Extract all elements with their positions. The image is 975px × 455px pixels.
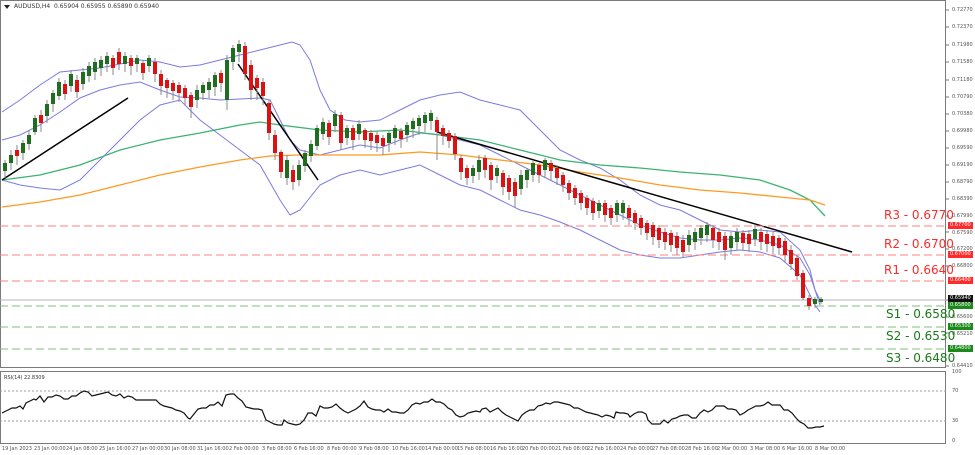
time-label: 8 Feb 00:00 — [327, 446, 357, 452]
price-label: 0.64410 — [952, 363, 973, 369]
bollinger-bands — [1, 41, 821, 313]
price-label: 0.72370 — [952, 24, 973, 30]
time-label: 8 Mar 00:00 — [815, 446, 846, 452]
time-label: 3 Feb 08:00 — [262, 446, 292, 452]
rsi-levels — [0, 390, 946, 422]
time-label: 20 Feb 00:00 — [522, 446, 555, 452]
price-label: 0.69980 — [952, 128, 973, 134]
r2-price-tag: 0.67000 — [948, 251, 973, 258]
s1-label: S1 - 0.6580 — [886, 307, 956, 321]
s2-label: S2 - 0.6530 — [886, 329, 956, 343]
rsi-pane[interactable] — [0, 371, 946, 444]
price-label: 0.67590 — [952, 230, 973, 236]
time-label: 9 Feb 08:00 — [359, 446, 389, 452]
price-label: 0.69590 — [952, 145, 973, 151]
time-label: 6 Mar 16:00 — [782, 446, 813, 452]
price-label: 0.68790 — [952, 179, 973, 185]
time-label: 21 Feb 08:00 — [555, 446, 588, 452]
price-label: 0.67200 — [952, 246, 973, 252]
price-label: 0.72770 — [952, 7, 973, 13]
r2-label: R2 - 0.6700 — [884, 237, 954, 251]
time-label: 31 Jan 16:00 — [197, 446, 229, 452]
time-label: 6 Feb 16:00 — [294, 446, 324, 452]
price-label: 0.65210 — [952, 331, 973, 337]
dropdown-triangle-icon[interactable] — [4, 4, 10, 9]
trendlines — [1, 63, 853, 253]
time-label: 2 Mar 00:00 — [717, 446, 748, 452]
price-label: 0.70380 — [952, 111, 973, 117]
time-label: 2 Feb 00:00 — [229, 446, 259, 452]
time-label: 16 Feb 16:00 — [490, 446, 523, 452]
chart-title: AUDUSD,H4 0.65904 0.65955 0.65890 0.6594… — [4, 3, 159, 10]
time-label: 10 Feb 16:00 — [392, 446, 425, 452]
time-label: 19 Jan 2023 — [2, 446, 32, 452]
time-label: 3 Mar 08:00 — [750, 446, 781, 452]
r1-label: R1 - 0.6640 — [884, 263, 954, 277]
time-label: 27 Jan 00:00 — [132, 446, 164, 452]
price-label: 0.69190 — [952, 162, 973, 168]
s3-label: S3 - 0.6480 — [886, 351, 956, 365]
candles — [3, 40, 823, 310]
time-label: 27 Feb 08:00 — [652, 446, 685, 452]
r3-price-tag: 0.67700 — [948, 222, 973, 229]
price-label: 0.68390 — [952, 196, 973, 202]
time-label: 25 Jan 16:00 — [99, 446, 131, 452]
ohlc-values: 0.65904 0.65955 0.65890 0.65940 — [54, 3, 159, 10]
time-label: 24 Feb 00:00 — [620, 446, 653, 452]
level-lines — [0, 225, 946, 350]
s2-price-tag: 0.65300 — [948, 323, 973, 330]
rsi-line — [1, 390, 825, 429]
price-label: 0.66800 — [952, 263, 973, 269]
rsi-indicator-label: RSI(14) 22.8309 — [4, 375, 45, 381]
moving-average-orange — [1, 151, 826, 208]
price-label: 0.71980 — [952, 42, 973, 48]
price-label: 0.71580 — [952, 59, 973, 65]
rsi-axis-label: 30 — [952, 418, 959, 424]
price-label: 0.67990 — [952, 213, 973, 219]
s3-price-tag: 0.64800 — [948, 345, 973, 352]
candle-bodies — [3, 44, 823, 306]
rsi-axis-label: 0 — [952, 438, 956, 444]
price-pane[interactable] — [0, 0, 946, 368]
r1-price-tag: 0.66400 — [948, 277, 973, 284]
r3-label: R3 - 0.6770 — [884, 208, 954, 222]
symbol-timeframe: AUDUSD,H4 — [14, 3, 51, 10]
rsi-axis-label: 100 — [952, 369, 962, 375]
price-label: 0.70790 — [952, 94, 973, 100]
time-label: 30 Jan 08:00 — [164, 446, 196, 452]
time-label: 14 Feb 00:00 — [425, 446, 458, 452]
time-label: 15 Feb 08:00 — [457, 446, 490, 452]
time-label: 24 Jan 08:00 — [66, 446, 98, 452]
price-label: 0.71180 — [952, 77, 973, 83]
time-label: 22 Feb 16:00 — [587, 446, 620, 452]
price-label: 0.65600 — [952, 314, 973, 320]
moving-average-green — [1, 121, 826, 217]
current-price-tag: 0.65940 — [948, 295, 973, 302]
time-label: 23 Jan 00:00 — [34, 446, 66, 452]
rsi-axis-label: 70 — [952, 388, 959, 394]
s1-price-tag: 0.65800 — [948, 302, 973, 309]
time-label: 28 Feb 16:00 — [685, 446, 718, 452]
